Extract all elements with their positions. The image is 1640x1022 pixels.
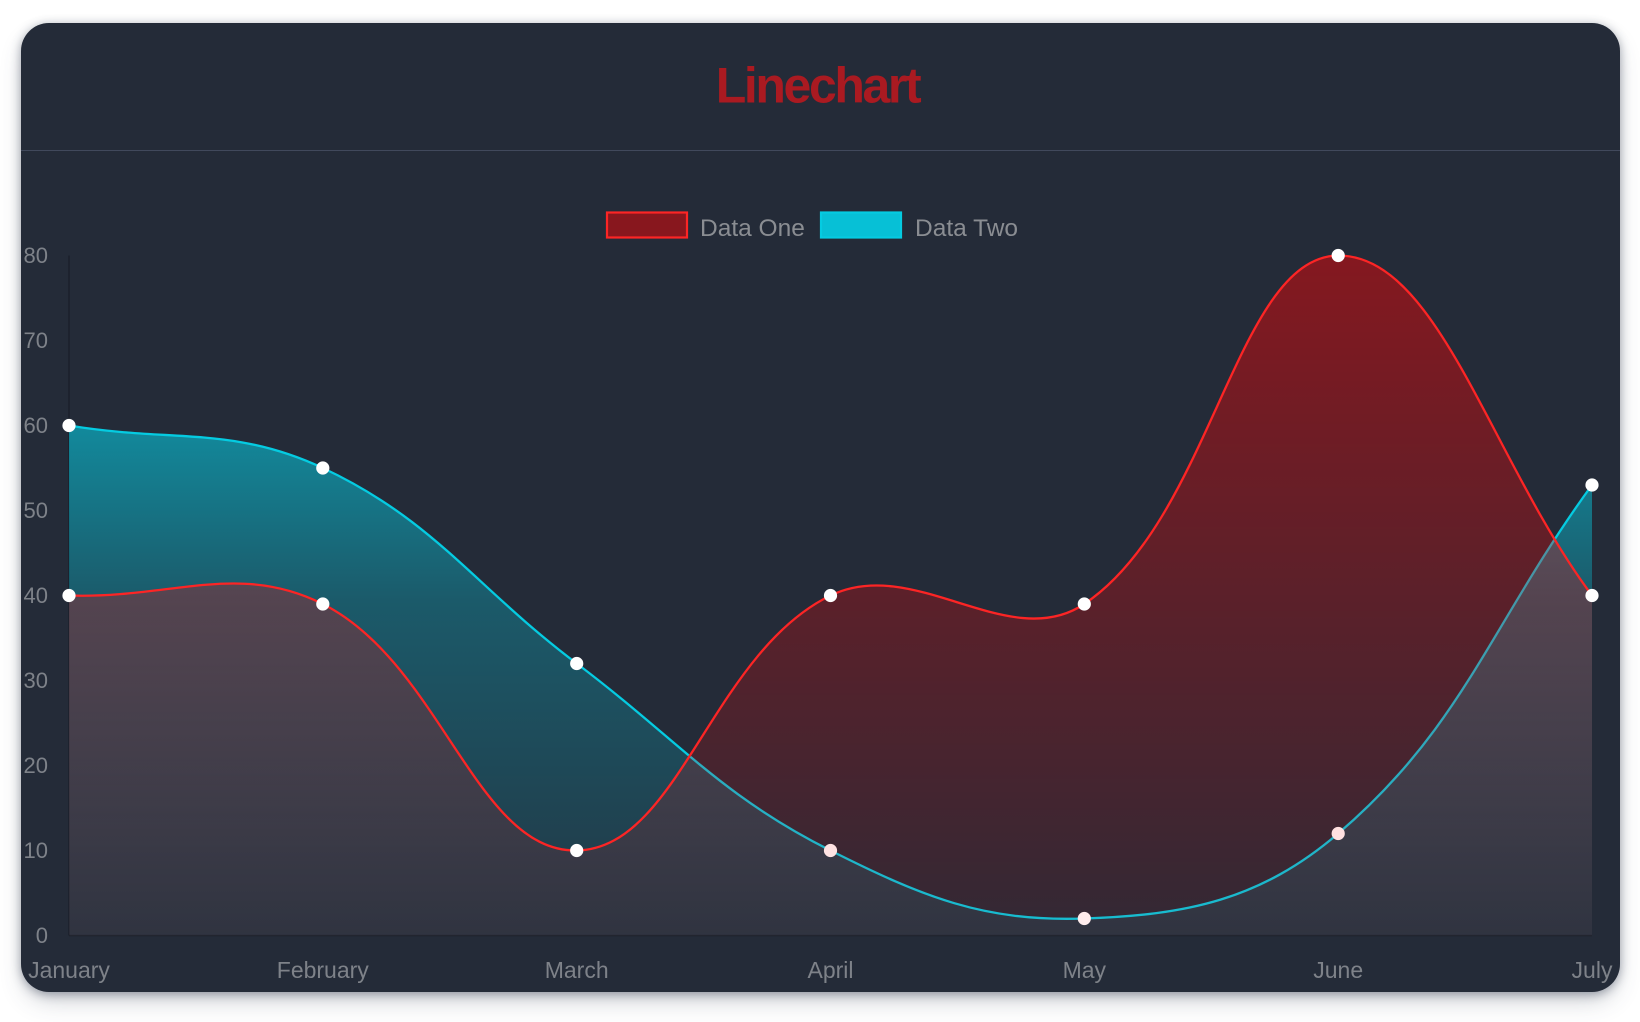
svg-text:0: 0	[36, 923, 48, 948]
svg-text:20: 20	[24, 753, 48, 778]
svg-text:40: 40	[24, 583, 48, 608]
svg-text:Data Two: Data Two	[915, 215, 1018, 242]
svg-text:80: 80	[24, 243, 48, 268]
svg-text:50: 50	[24, 498, 48, 523]
svg-text:60: 60	[24, 413, 48, 438]
svg-text:May: May	[1063, 957, 1107, 983]
svg-text:30: 30	[24, 668, 48, 693]
svg-text:February: February	[277, 957, 370, 983]
svg-text:Data One: Data One	[700, 215, 805, 242]
svg-text:April: April	[807, 957, 853, 983]
svg-text:July: July	[1572, 957, 1613, 983]
svg-text:10: 10	[24, 838, 48, 863]
svg-text:January: January	[28, 957, 110, 983]
svg-text:Linechart: Linechart	[716, 58, 922, 114]
svg-text:June: June	[1313, 957, 1363, 983]
svg-text:March: March	[545, 957, 609, 983]
svg-text:70: 70	[24, 328, 48, 353]
